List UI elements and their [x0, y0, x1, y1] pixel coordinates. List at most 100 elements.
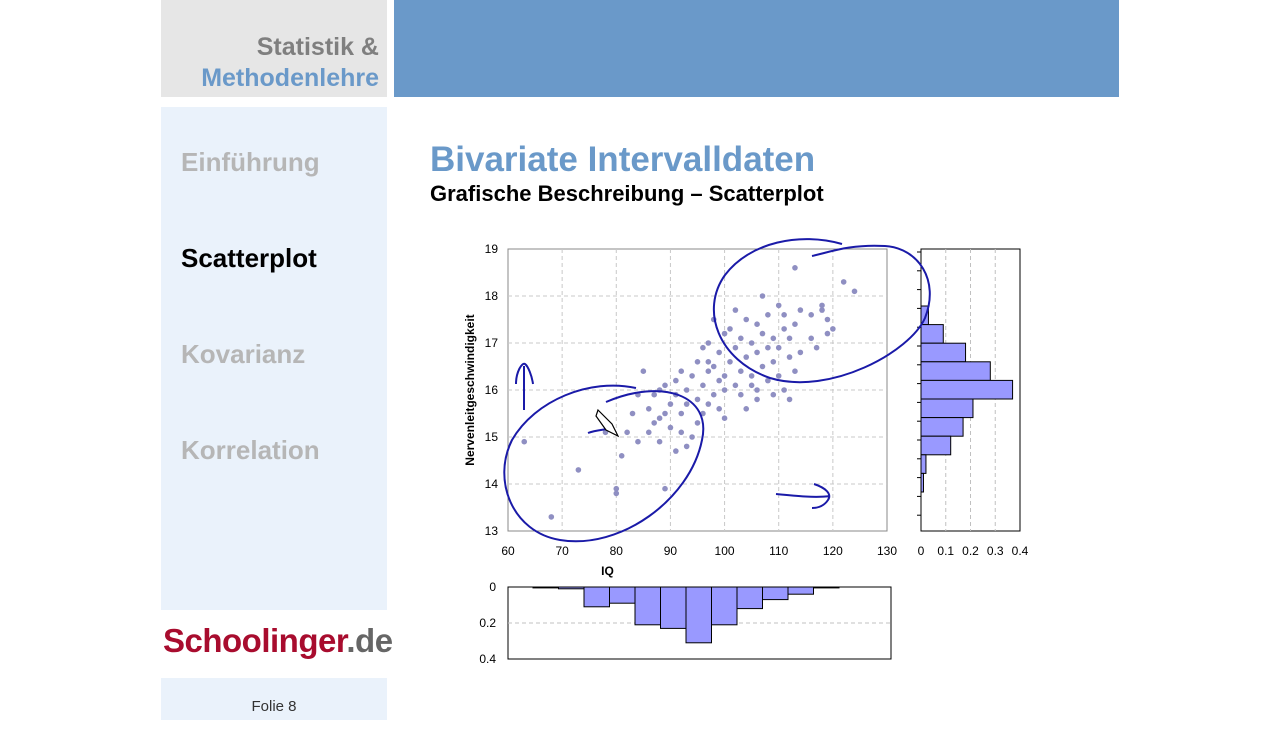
scatter-point [716, 406, 722, 412]
y-axis-label: Nervenleitgeschwindigkeit [463, 314, 477, 465]
scatter-point [705, 340, 712, 346]
scatter-point [721, 373, 728, 379]
pen-cursor-icon [595, 408, 620, 438]
scatter-point [781, 312, 787, 318]
scatter-point [548, 514, 555, 520]
bottom-hist-bar [685, 586, 712, 644]
scatter-point [705, 359, 712, 365]
brand-line-2: Methodenlehre [201, 64, 379, 92]
scatter-point [824, 330, 831, 337]
scatter-point [694, 359, 701, 365]
scatter-point [667, 401, 674, 407]
scatter-point [651, 420, 657, 426]
x-tick-label: 130 [877, 544, 897, 558]
y-tick-label: 17 [485, 336, 499, 350]
scatter-point [808, 335, 814, 342]
scatter-point [727, 359, 733, 365]
scatter-point [824, 316, 831, 323]
x-tick-label: 70 [555, 544, 569, 558]
right-hist-tick-label: 0.4 [1012, 544, 1029, 558]
scatter-point [738, 391, 744, 398]
scatter-point [759, 330, 766, 337]
bottom-hist-bar [813, 586, 840, 589]
scatter-point [754, 387, 760, 393]
bottom-hist-bar [583, 586, 610, 608]
scatter-point [786, 354, 793, 360]
scatter-point [765, 312, 771, 318]
scatter-point [819, 302, 825, 309]
nav-item-korrelation[interactable]: Korrelation [181, 435, 320, 465]
scatter-point [754, 396, 760, 403]
bottom-hist-bar [532, 586, 559, 589]
annotation-ellipse-upper [712, 238, 931, 384]
logo-part-2: .de [346, 622, 393, 659]
scatter-point [759, 363, 766, 370]
nav-item-kovarianz[interactable]: Kovarianz [181, 339, 306, 369]
scatter-point [683, 387, 690, 393]
scatter-point [667, 424, 674, 431]
scatter-point [662, 382, 668, 389]
scatter-point [732, 344, 739, 351]
scatter-point [635, 438, 641, 445]
bottom-histogram: 0 0.2 0.4 [479, 580, 892, 666]
nav-item-scatterplot[interactable]: Scatterplot [181, 243, 317, 273]
pen-cursor-body [595, 408, 620, 438]
brand-line-1: Statistik & [256, 33, 379, 61]
scatter-point [781, 326, 787, 332]
right-hist-tick-label: 0.3 [987, 544, 1004, 558]
scatter-point [683, 401, 690, 407]
scatter-point [775, 344, 782, 351]
scatter-point [732, 382, 739, 389]
right-hist-bar [920, 342, 967, 363]
scatter-point [629, 410, 636, 417]
x-tick-label: 100 [715, 544, 735, 558]
scatter-point [792, 321, 798, 328]
right-hist-bar [920, 379, 1014, 400]
scatter-point [624, 429, 630, 436]
scatter-point [792, 265, 798, 271]
header-bar [394, 0, 1119, 97]
y-tick-label: 16 [485, 383, 499, 397]
bottom-hist-tick-label: 0.2 [479, 616, 496, 630]
bottom-hist-bar [711, 586, 738, 626]
scatter-point [813, 344, 820, 351]
scatter-point [673, 377, 679, 384]
scatter-point [727, 326, 733, 332]
scatter-point [640, 368, 647, 375]
bottom-hist-tick-label: 0 [489, 580, 496, 594]
scatter-point [721, 415, 728, 422]
y-tick-label: 14 [485, 477, 499, 491]
scatter-point [662, 410, 668, 417]
scatter-point [705, 368, 712, 375]
scatter-point [656, 415, 663, 422]
scatter-point [770, 359, 777, 365]
bottom-hist-bar [762, 586, 789, 601]
scatter-point [743, 406, 750, 412]
scatter-point [781, 387, 787, 393]
bottom-hist-bar [736, 586, 763, 610]
scatter-point [797, 307, 804, 313]
schoolinger-logo[interactable]: Schoolinger.de [163, 622, 393, 660]
nav-item-einfuehrung[interactable]: Einführung [181, 147, 320, 177]
scatter-point [689, 434, 695, 440]
right-hist-bar [920, 361, 991, 381]
scatter-point [613, 490, 620, 497]
scatter-point [786, 335, 793, 342]
right-hist-bar [920, 435, 952, 456]
scatter-point [716, 377, 722, 384]
scatter-point [716, 349, 722, 356]
scatter-point [710, 363, 717, 370]
right-hist-tick-label: 0.2 [962, 544, 979, 558]
scatter-point [851, 288, 858, 295]
scatter-point [721, 330, 728, 337]
scatter-point [830, 326, 836, 332]
x-tick-label: 60 [501, 544, 515, 558]
scatter-point [656, 438, 663, 445]
scatter-point [651, 391, 657, 398]
scatter-point [645, 406, 652, 412]
scatter-point [819, 307, 825, 313]
scatter-chart: 60 70 80 90 100 110 120 130 13 14 15 16 17 18 19 IQ Nerv… [463, 242, 897, 578]
scatter-point [775, 373, 782, 379]
y-tick-label: 13 [485, 524, 499, 538]
scatter-point [694, 420, 701, 426]
